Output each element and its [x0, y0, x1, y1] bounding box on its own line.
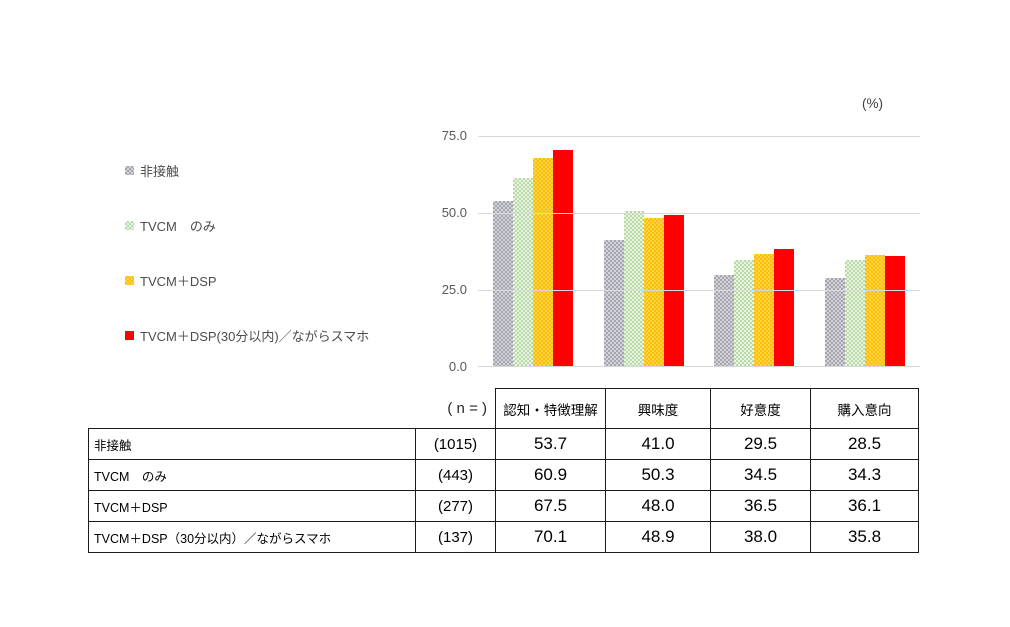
table-row-1: 非接触 (1015) 53.7 41.0 29.5 28.5	[88, 428, 919, 460]
n-value: (137)	[415, 521, 496, 553]
row-label: TVCM＋DSP（30分以内）／ながらスマホ	[88, 521, 416, 553]
bar-series-1	[493, 201, 514, 366]
column-header-4: 購入意向	[810, 388, 919, 429]
table-row-3: TVCM＋DSP (277) 67.5 48.0 36.5 36.1	[88, 490, 919, 522]
n-value: (1015)	[415, 428, 496, 460]
header-spacer-cell	[89, 389, 416, 429]
value-cell: 60.9	[495, 459, 606, 491]
bar-series-3	[754, 254, 775, 366]
column-header-1: 認知・特徴理解	[495, 388, 606, 429]
value-cell: 38.0	[710, 521, 811, 553]
value-cell: 50.3	[605, 459, 711, 491]
value-cell: 41.0	[605, 428, 711, 460]
legend-item-4: TVCM＋DSP(30分以内)／ながらスマホ	[125, 325, 369, 345]
n-value: (277)	[415, 490, 496, 522]
legend-item-3: TVCM＋DSP	[125, 270, 369, 290]
legend-item-label: TVCM＋DSP	[140, 273, 217, 289]
legend-swatch-icon	[125, 220, 134, 230]
bar-series-4	[553, 150, 574, 366]
legend-item-label: 非接触	[140, 163, 180, 179]
value-cell: 67.5	[495, 490, 606, 522]
value-cell: 70.1	[495, 521, 606, 553]
row-label: 非接触	[88, 428, 416, 460]
table-header-row: ( n = ) 認知・特徴理解 興味度 好意度 購入意向	[89, 388, 919, 429]
column-header-2: 興味度	[605, 388, 711, 429]
legend-swatch-icon	[125, 330, 134, 340]
y-axis-tick-label: 75.0	[441, 128, 467, 143]
value-cell: 48.9	[605, 521, 711, 553]
bar-series-3	[533, 158, 554, 366]
gridline	[478, 213, 920, 214]
value-cell: 36.5	[710, 490, 811, 522]
value-cell: 48.0	[605, 490, 711, 522]
value-cell: 34.5	[710, 459, 811, 491]
gridline	[478, 136, 920, 137]
value-cell: 53.7	[495, 428, 606, 460]
gridline	[478, 290, 920, 291]
legend-item-label: TVCM のみ	[140, 218, 216, 234]
bar-group-2	[589, 136, 700, 366]
legend-item-2: TVCM のみ	[125, 215, 369, 235]
bar-series-1	[824, 278, 845, 366]
n-value: (443)	[415, 459, 496, 491]
value-cell: 29.5	[710, 428, 811, 460]
bar-series-2	[844, 260, 865, 366]
bar-series-3	[864, 255, 885, 366]
bar-series-2	[623, 211, 644, 366]
row-label: TVCM＋DSP	[88, 490, 416, 522]
bar-series-4	[884, 256, 905, 366]
bar-chart-plot-area: 75.0 50.0 25.0 0.0	[442, 128, 921, 374]
legend-swatch-icon	[125, 165, 134, 175]
value-cell: 35.8	[810, 521, 919, 553]
y-axis-unit-label: (%)	[862, 96, 883, 111]
bar-group-3	[699, 136, 810, 366]
table-row-2: TVCM のみ (443) 60.9 50.3 34.5 34.3	[88, 459, 919, 491]
y-axis-tick-label: 25.0	[441, 282, 467, 297]
data-table: ( n = ) 認知・特徴理解 興味度 好意度 購入意向 非接触 (1015) 53.7 41…	[88, 388, 919, 553]
column-header-3: 好意度	[710, 388, 811, 429]
value-cell: 36.1	[810, 490, 919, 522]
chart-legend: 非接触 TVCM のみ TVCM＋DSP TVCM＋DSP(30分以内)／ながらスマホ	[125, 160, 369, 345]
legend-item-1: 非接触	[125, 160, 369, 180]
n-equals-header: ( n = )	[447, 399, 487, 417]
table-row-4: TVCM＋DSP（30分以内）／ながらスマホ (137) 70.1 48.9 38.0 3…	[88, 521, 919, 553]
y-axis-tick-label: 0.0	[448, 359, 467, 374]
bar-series-2	[734, 260, 755, 366]
legend-swatch-icon	[125, 275, 134, 285]
value-cell: 28.5	[810, 428, 919, 460]
value-cell: 34.3	[810, 459, 919, 491]
y-axis-tick-label: 50.0	[441, 205, 467, 220]
bar-group-4	[810, 136, 921, 366]
bar-series-1	[603, 240, 624, 366]
bar-series-4	[774, 249, 795, 366]
bar-group-1	[478, 136, 589, 366]
bar-series-1	[714, 275, 735, 366]
bar-series-2	[513, 178, 534, 366]
legend-item-label: TVCM＋DSP(30分以内)／ながらスマホ	[140, 328, 370, 344]
row-label: TVCM のみ	[88, 459, 416, 491]
bar-series-3	[643, 218, 664, 366]
